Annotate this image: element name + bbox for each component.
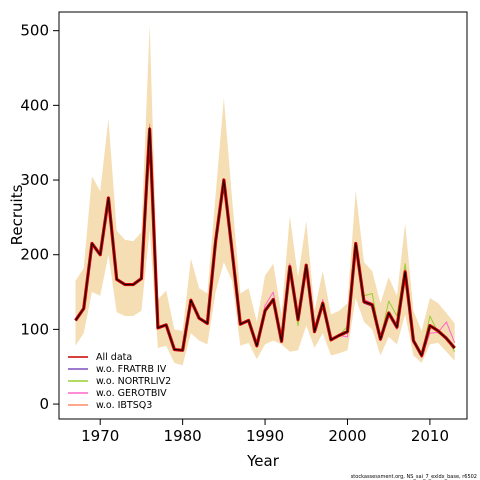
y-tick-label: 300 — [20, 171, 49, 189]
x-tick-label: 2010 — [411, 427, 449, 445]
x-axis: 1970 1980 1990 2000 2010 — [81, 419, 449, 445]
y-axis: 0 100 200 300 400 500 — [20, 22, 59, 413]
estimate-line — [75, 127, 456, 357]
x-tick-label: 1990 — [246, 427, 284, 445]
series-lines-layer — [74, 123, 456, 359]
y-axis-title: Recruits — [8, 184, 26, 245]
legend-label: All data — [96, 352, 132, 363]
legend-label: w.o. FRATRB IV — [96, 364, 167, 375]
y-tick-label: 100 — [20, 320, 49, 338]
legend-label: w.o. IBTSQ3 — [96, 400, 152, 411]
y-tick-label: 500 — [20, 22, 49, 40]
x-tick-label: 2000 — [328, 427, 366, 445]
y-tick-label: 200 — [20, 246, 49, 264]
y-tick-label: 0 — [39, 395, 49, 413]
x-tick-label: 1980 — [164, 427, 202, 445]
plot-frame — [58, 11, 468, 420]
credit-text: stockassessment.org, NS_sai_7_exldx_base… — [351, 474, 477, 480]
x-axis-title: Year — [246, 452, 280, 470]
y-tick-label: 400 — [20, 96, 49, 114]
legend-label: w.o. NORTRLIV2 — [96, 376, 171, 387]
legend-label: w.o. GEROTBIV — [96, 388, 167, 399]
x-tick-label: 1970 — [81, 427, 119, 445]
